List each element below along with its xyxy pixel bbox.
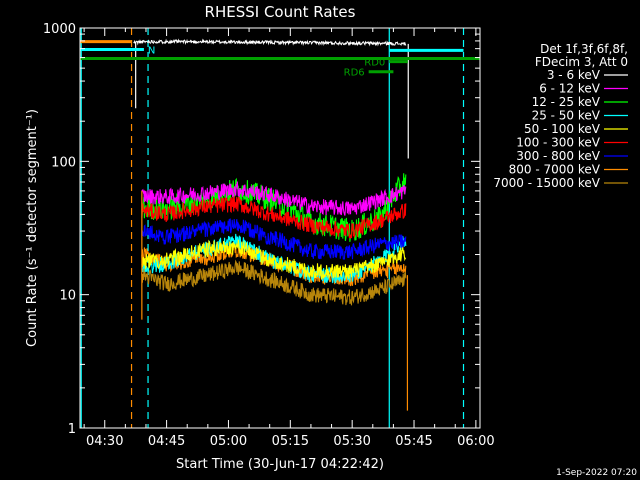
x-tick-label: 05:00 bbox=[210, 434, 247, 449]
annotation-label: RD6 bbox=[344, 68, 365, 79]
y-tick-label: 1000 bbox=[43, 22, 76, 37]
series-line bbox=[141, 196, 407, 239]
series-layer bbox=[133, 38, 409, 411]
y-tick-label: 100 bbox=[51, 155, 76, 170]
legend-entry-label: 6 - 12 keV bbox=[539, 82, 601, 96]
x-axis: 04:30 04:45 05:00 05:15 05:30 05:45 06:00 bbox=[83, 28, 495, 449]
chart-title: RHESSI Count Rates bbox=[205, 3, 356, 21]
legend-entry-label: 100 - 300 keV bbox=[516, 136, 600, 150]
series-line bbox=[141, 218, 407, 260]
y-axis-label: Count Rate (s⁻¹ detector segment⁻¹) bbox=[25, 109, 40, 347]
legend-entry-label: 7000 - 15000 keV bbox=[493, 176, 600, 190]
x-tick-label: 06:00 bbox=[457, 434, 494, 449]
y-tick-label: 1 bbox=[68, 422, 76, 437]
legend-entry-label: 25 - 50 keV bbox=[532, 109, 601, 123]
legend: Det 1f,3f,6f,8f, FDecim 3, Att 0 3 - 6 k… bbox=[493, 42, 628, 190]
legend-entry-label: 300 - 800 keV bbox=[516, 149, 600, 163]
series-line bbox=[133, 38, 407, 47]
y-axis: 1 10 100 1000 bbox=[43, 22, 480, 437]
legend-entry-label: 50 - 100 keV bbox=[524, 122, 601, 136]
footer-timestamp: 1-Sep-2022 07:20 bbox=[556, 468, 637, 478]
series-line bbox=[141, 233, 407, 284]
vertical-marker-lines bbox=[80, 28, 465, 428]
annotation-label: N bbox=[148, 45, 155, 56]
y-tick-label: 10 bbox=[59, 289, 76, 304]
legend-header-line-1: Det 1f,3f,6f,8f, bbox=[540, 42, 628, 56]
legend-entry-label: 3 - 6 keV bbox=[547, 68, 601, 82]
x-axis-label: Start Time (30-Jun-17 04:22:42) bbox=[176, 457, 384, 472]
annotation-label: RD0 bbox=[364, 58, 385, 69]
series-line bbox=[141, 181, 407, 216]
x-tick-label: 05:30 bbox=[333, 434, 370, 449]
plot-frame bbox=[79, 27, 481, 429]
x-tick-label: 04:30 bbox=[86, 434, 123, 449]
x-tick-label: 05:45 bbox=[395, 434, 432, 449]
legend-header-line-2: FDecim 3, Att 0 bbox=[535, 55, 628, 69]
series-line bbox=[141, 259, 407, 306]
x-tick-label: 05:15 bbox=[272, 434, 309, 449]
legend-entry-label: 800 - 7000 keV bbox=[509, 163, 601, 177]
legend-entry-label: 12 - 25 keV bbox=[532, 95, 601, 109]
series-line bbox=[141, 239, 407, 281]
x-tick-label: 04:45 bbox=[148, 434, 185, 449]
